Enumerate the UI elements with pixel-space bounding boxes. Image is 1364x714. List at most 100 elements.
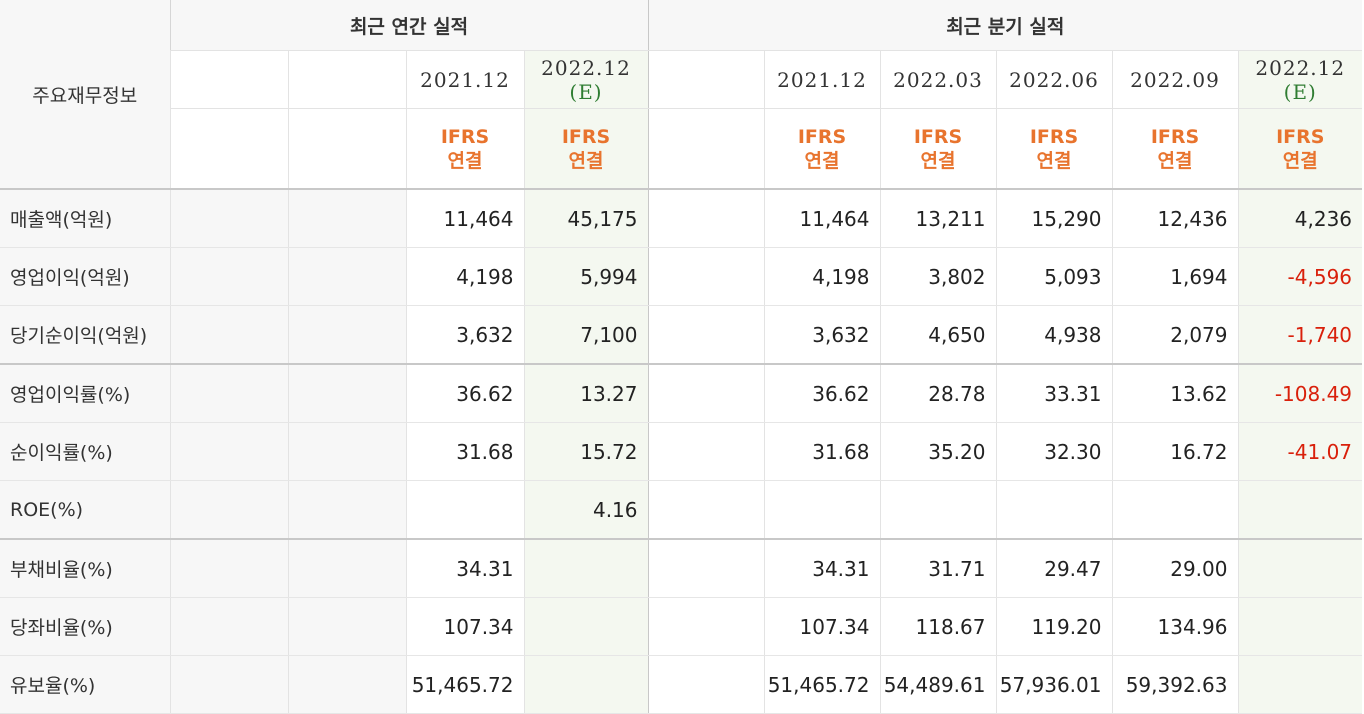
quarter-value-cell: 107.34: [763, 597, 880, 656]
quarter-value-cell: 11,464: [763, 189, 880, 248]
row-header-title: 주요재무정보: [0, 0, 170, 190]
row-label: 영업이익(억원): [0, 247, 170, 306]
blank-cell: [647, 480, 764, 540]
quarter-value-cell: 35.20: [879, 422, 996, 481]
quarter-value-cell: 29.47: [995, 539, 1112, 598]
quarter-value-cell: 134.96: [1111, 597, 1238, 656]
blank-cell: [169, 247, 288, 306]
blank-cell: [287, 480, 406, 540]
annual-value-cell: 7,100: [523, 305, 648, 365]
ifrs-consolidated-label: IFRS 연결: [1237, 108, 1363, 191]
table-row: 영업이익(억원) 4,198 5,994 4,198 3,802 5,093 1,694 -4…: [0, 247, 1363, 306]
quarter-value-cell: 4,236: [1237, 189, 1363, 248]
row-label: 순이익률(%): [0, 422, 170, 481]
quarter-value-cell: 4,198: [763, 247, 880, 306]
blank-cell: [169, 539, 288, 598]
quarter-value-cell: 1,694: [1111, 247, 1238, 306]
quarter-value-cell: [763, 480, 880, 540]
quarter-value-cell: 57,936.01: [995, 655, 1112, 714]
quarter-value-cell: [995, 480, 1112, 540]
annual-value-cell: [523, 539, 648, 598]
quarter-period-date: 2022.06: [995, 50, 1112, 110]
blank-cell: [169, 189, 288, 248]
annual-value-cell: [405, 480, 524, 540]
blank-cell: [169, 305, 288, 365]
annual-value-cell: 36.62: [405, 364, 524, 423]
annual-section-title: 최근 연간 실적: [169, 0, 648, 52]
annual-value-cell: 34.31: [405, 539, 524, 598]
quarter-value-cell: 34.31: [763, 539, 880, 598]
quarter-value-cell: [1237, 597, 1363, 656]
quarter-value-cell: -41.07: [1237, 422, 1363, 481]
blank-cell: [647, 247, 764, 306]
quarter-value-cell: -1,740: [1237, 305, 1363, 365]
blank-cell: [169, 364, 288, 423]
quarter-value-cell: 31.71: [879, 539, 996, 598]
quarter-value-cell: 32.30: [995, 422, 1112, 481]
annual-period-date: 2021.12: [405, 50, 524, 110]
quarter-period-date-estimate: 2022.12 (E): [1237, 50, 1363, 110]
blank-cell: [287, 364, 406, 423]
blank-cell: [647, 539, 764, 598]
ifrs-consolidated-label: IFRS 연결: [763, 108, 880, 191]
blank-cell: [647, 655, 764, 714]
annual-value-cell: 31.68: [405, 422, 524, 481]
row-label: 유보율(%): [0, 655, 170, 714]
row-label: 매출액(억원): [0, 189, 170, 248]
quarter-value-cell: [1237, 480, 1363, 540]
ifrs-consolidated-label: IFRS 연결: [1111, 108, 1238, 191]
annual-blank-date-cell: [287, 50, 406, 110]
blank-cell: [287, 539, 406, 598]
quarter-value-cell: 59,392.63: [1111, 655, 1238, 714]
annual-period-date-estimate: 2022.12 (E): [523, 50, 648, 110]
table-row: 순이익률(%) 31.68 15.72 31.68 35.20 32.30 16.72 -41…: [0, 422, 1363, 481]
blank-cell: [169, 422, 288, 481]
table-row: 부채비율(%) 34.31 34.31 31.71 29.47 29.00: [0, 539, 1363, 598]
quarter-value-cell: 15,290: [995, 189, 1112, 248]
row-label: 영업이익률(%): [0, 364, 170, 423]
blank-cell: [647, 305, 764, 365]
quarter-value-cell: 3,632: [763, 305, 880, 365]
blank-cell: [287, 597, 406, 656]
blank-cell: [647, 189, 764, 248]
quarter-value-cell: [879, 480, 996, 540]
annual-blank-ifrs-cell: [287, 108, 406, 191]
annual-value-cell: 107.34: [405, 597, 524, 656]
table-row: 영업이익률(%) 36.62 13.27 36.62 28.78 33.31 13.62 -1…: [0, 364, 1363, 423]
quarter-value-cell: -4,596: [1237, 247, 1363, 306]
quarter-value-cell: 5,093: [995, 247, 1112, 306]
table-body: 매출액(억원) 11,464 45,175 11,464 13,211 15,290 12,…: [0, 189, 1363, 714]
quarter-value-cell: 2,079: [1111, 305, 1238, 365]
blank-cell: [287, 189, 406, 248]
row-label: 당기순이익(억원): [0, 305, 170, 365]
quarter-section-title: 최근 분기 실적: [647, 0, 1363, 52]
ifrs-consolidated-label: IFRS 연결: [995, 108, 1112, 191]
quarter-value-cell: -108.49: [1237, 364, 1363, 423]
blank-cell: [287, 422, 406, 481]
blank-cell: [169, 597, 288, 656]
quarter-value-cell: 36.62: [763, 364, 880, 423]
quarter-value-cell: 29.00: [1111, 539, 1238, 598]
ifrs-consolidated-label: [647, 108, 764, 191]
blank-cell: [287, 655, 406, 714]
quarter-blank-date-cell: [647, 50, 764, 110]
quarter-value-cell: [1111, 480, 1238, 540]
row-label: 부채비율(%): [0, 539, 170, 598]
table-row: 당기순이익(억원) 3,632 7,100 3,632 4,650 4,938 2,079-…: [0, 305, 1363, 365]
quarter-value-cell: 13.62: [1111, 364, 1238, 423]
quarter-value-cell: 13,211: [879, 189, 996, 248]
blank-cell: [287, 305, 406, 365]
annual-value-cell: [523, 655, 648, 714]
quarter-value-cell: 33.31: [995, 364, 1112, 423]
ifrs-consolidated-label: IFRS 연결: [879, 108, 996, 191]
quarter-period-date: 2022.09: [1111, 50, 1238, 110]
quarter-period-date: 2021.12: [763, 50, 880, 110]
annual-blank-ifrs-cell: [169, 108, 288, 191]
quarter-value-cell: 4,938: [995, 305, 1112, 365]
annual-value-cell: 15.72: [523, 422, 648, 481]
annual-value-cell: 5,994: [523, 247, 648, 306]
quarter-value-cell: 51,465.72: [763, 655, 880, 714]
row-label: ROE(%): [0, 480, 170, 540]
quarter-value-cell: 12,436: [1111, 189, 1238, 248]
